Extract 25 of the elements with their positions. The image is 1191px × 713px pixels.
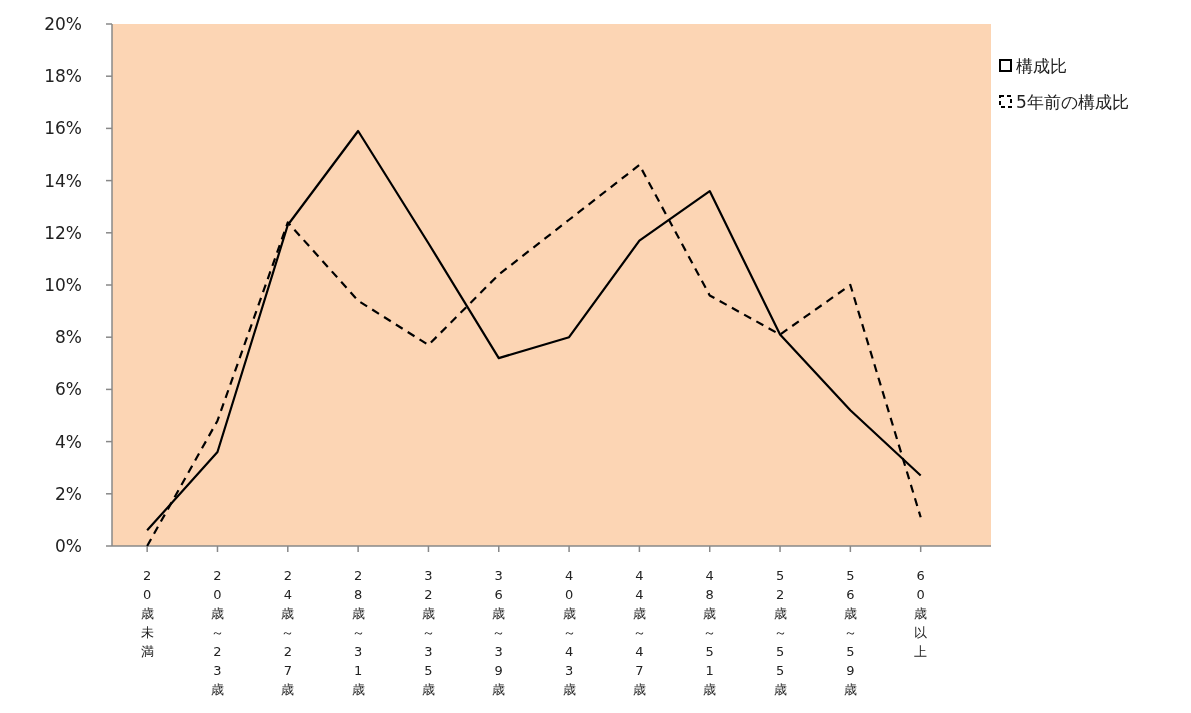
x-tick-label: 32歳～35歳 <box>421 568 435 697</box>
y-tick-label: 20% <box>44 14 82 34</box>
legend-label: 5年前の構成比 <box>1016 92 1129 112</box>
x-tick-label: 20歳～23歳 <box>210 568 224 697</box>
y-tick-label: 6% <box>55 379 82 400</box>
y-tick-label: 14% <box>44 170 82 191</box>
x-tick-label: 52歳～55歳 <box>773 568 787 697</box>
x-tick-label: 40歳～43歳 <box>562 568 576 697</box>
legend-label: 構成比 <box>1016 56 1067 76</box>
x-tick-label: 24歳～27歳 <box>281 568 295 697</box>
x-tick-label: 44歳～47歳 <box>632 568 646 697</box>
y-tick-label: 2% <box>55 483 82 504</box>
x-tick-label: 36歳～39歳 <box>492 568 506 697</box>
x-tick-label: 28歳～31歳 <box>351 568 365 697</box>
x-tick-label: 48歳～51歳 <box>703 568 717 697</box>
y-tick-label: 18% <box>44 66 82 87</box>
y-tick-label: 4% <box>55 431 82 452</box>
y-tick-label: 16% <box>44 118 82 139</box>
y-tick-label: 8% <box>55 327 82 348</box>
x-tick-label: 60歳以上 <box>914 568 928 659</box>
x-tick-label: 56歳～59歳 <box>843 568 857 697</box>
y-tick-label: 0% <box>55 536 82 556</box>
y-tick-label: 12% <box>44 222 82 243</box>
x-tick-label: 20歳未満 <box>140 568 154 659</box>
y-tick-label: 10% <box>44 275 82 295</box>
